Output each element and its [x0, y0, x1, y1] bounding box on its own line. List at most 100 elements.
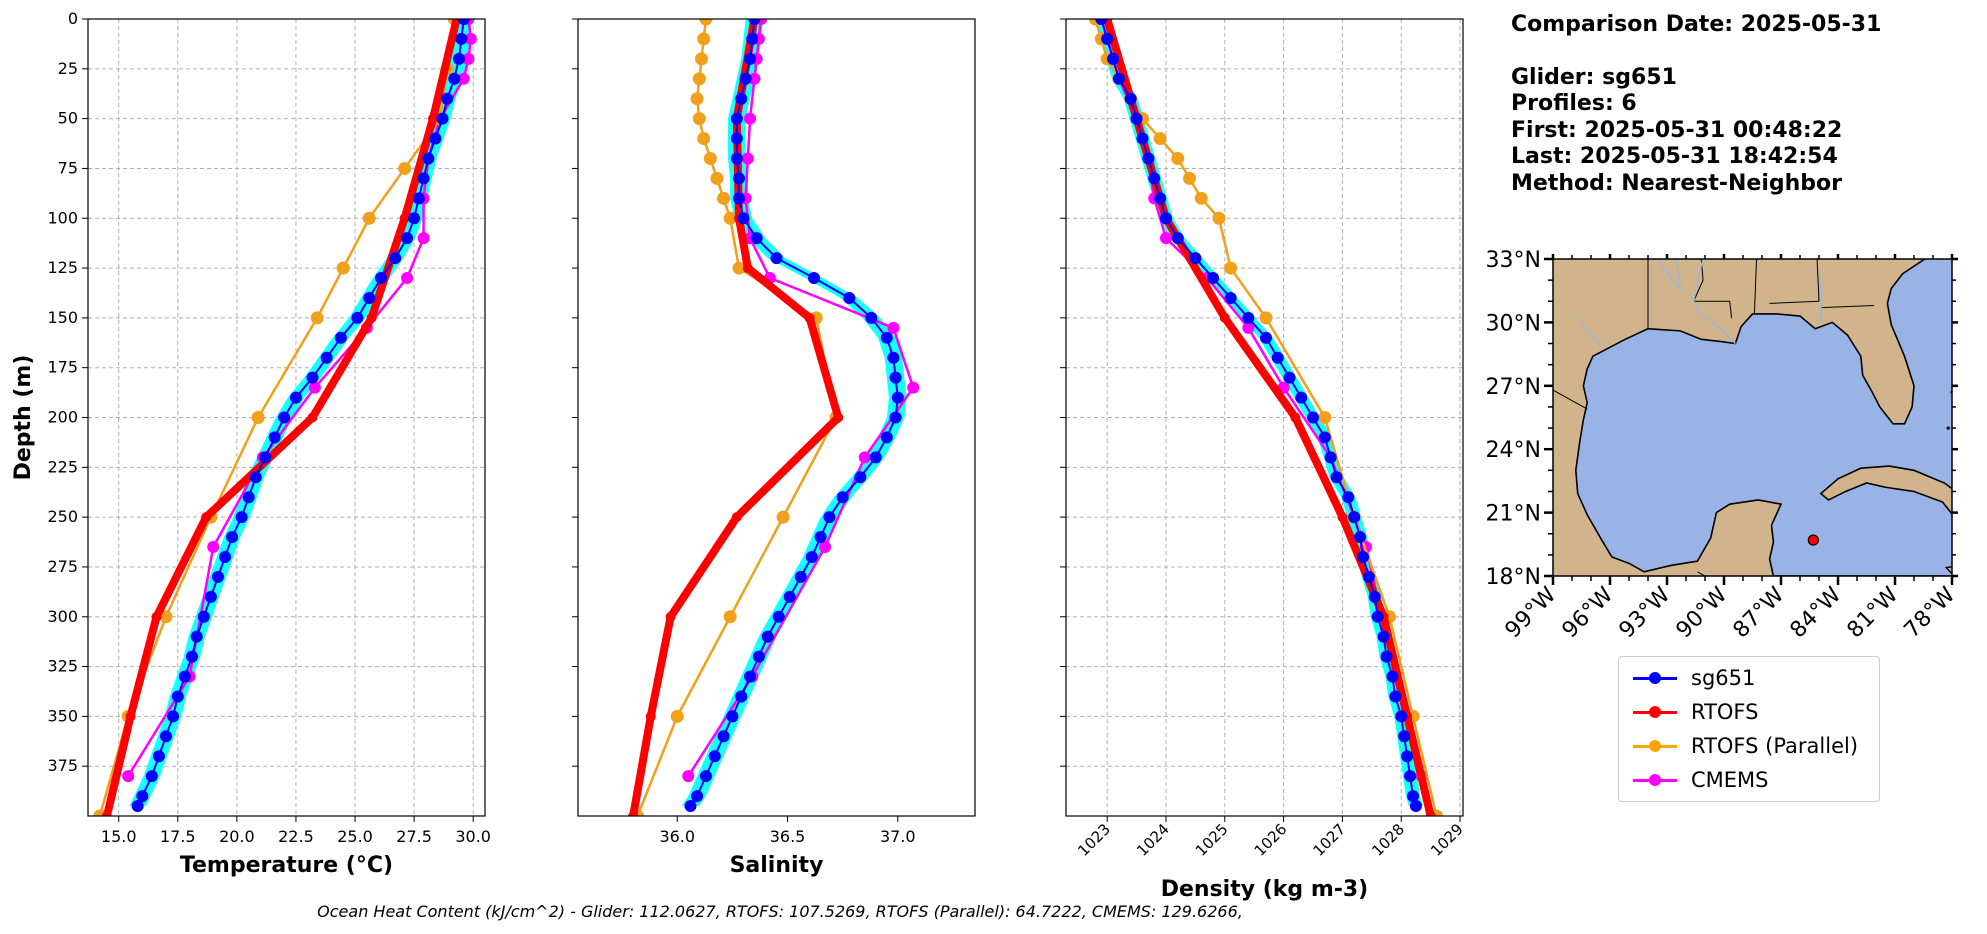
data-point	[1194, 191, 1208, 205]
legend-item-rtofs-parallel: RTOFS (Parallel)	[1629, 729, 1858, 763]
chart-panel-2: 36.0 36.5 37.0 Salinity	[572, 18, 976, 878]
data-point	[307, 412, 318, 423]
data-point	[1362, 570, 1375, 583]
river-line	[1818, 269, 1822, 323]
data-point	[453, 52, 466, 65]
series-cmems	[682, 19, 920, 783]
gulf-of-mexico-water	[1574, 259, 1952, 576]
first-profile: First: 2025-05-31 00:48:22	[1511, 117, 1843, 143]
data-point	[417, 172, 430, 185]
border-line	[1753, 259, 1758, 314]
data-point	[336, 261, 350, 275]
data-point	[730, 112, 743, 125]
x-tick-label: 1026	[1251, 820, 1291, 860]
data-point	[735, 690, 748, 703]
data-point	[1395, 710, 1408, 723]
data-point	[429, 132, 442, 145]
data-point	[219, 550, 232, 563]
y-tick-label: 250	[47, 507, 78, 526]
chart-panel-3: 1023 1024 1025 1026 1027 1028 1029 Density (kg …	[1060, 18, 1467, 902]
data-point	[422, 152, 435, 165]
data-point	[703, 151, 717, 165]
info-panel: Comparison Date: 2025-05-31 Glider: sg65…	[1511, 12, 1881, 197]
data-point	[1318, 411, 1332, 424]
data-point	[362, 211, 376, 225]
data-point	[819, 541, 832, 554]
data-point	[1357, 550, 1370, 563]
data-point	[690, 92, 704, 106]
y-tick-label: 50	[58, 109, 78, 128]
x-axis-label: Salinity	[730, 853, 824, 878]
data-point	[122, 770, 135, 783]
glider-profile-spread	[129, 19, 473, 807]
data-point	[375, 272, 388, 285]
plot-area	[93, 19, 477, 816]
data-point	[717, 191, 731, 205]
data-point	[731, 512, 742, 523]
data-point	[389, 252, 402, 265]
data-point	[1330, 471, 1343, 484]
data-point	[259, 451, 272, 464]
data-point	[1342, 491, 1355, 504]
lon-tick-label: 78°W	[1900, 582, 1961, 643]
bahamas-island	[1979, 435, 1982, 438]
data-point	[733, 172, 746, 185]
data-point	[891, 391, 904, 404]
data-point	[807, 272, 820, 285]
data-point	[1142, 152, 1155, 165]
data-point	[441, 92, 454, 105]
x-axis-label: Temperature (°C)	[180, 853, 393, 878]
data-point	[1259, 311, 1273, 325]
data-point	[226, 531, 239, 544]
data-point	[1398, 730, 1411, 743]
data-point	[1159, 232, 1172, 245]
data-point	[428, 113, 439, 124]
glider-profile-spread	[681, 19, 907, 807]
x-tick-label: 22.5	[278, 827, 314, 846]
data-point	[665, 611, 676, 622]
legend-item-rtofs: RTOFS	[1629, 695, 1758, 729]
data-point	[249, 471, 262, 484]
data-point	[1377, 630, 1390, 643]
data-point	[708, 750, 721, 763]
data-point	[101, 811, 112, 816]
data-point	[1348, 511, 1361, 524]
data-point	[306, 371, 319, 384]
data-point	[744, 670, 757, 683]
data-point	[204, 590, 217, 603]
data-point	[412, 192, 425, 205]
y-tick-label: 175	[47, 358, 78, 377]
data-point	[1207, 272, 1220, 285]
data-point	[1154, 192, 1167, 205]
data-point	[136, 790, 149, 803]
data-point	[1171, 232, 1184, 245]
data-point	[854, 471, 867, 484]
data-point	[464, 32, 477, 45]
series-line	[98, 19, 456, 816]
data-point	[1242, 321, 1255, 334]
x-tick-label: 30.0	[455, 827, 491, 846]
series-rtofs	[101, 19, 462, 816]
data-point	[131, 800, 144, 813]
data-point	[1307, 411, 1320, 424]
data-point	[865, 311, 878, 324]
data-point	[152, 750, 165, 763]
legend-label: CMEMS	[1691, 768, 1769, 792]
data-point	[401, 272, 414, 285]
data-point	[794, 570, 807, 583]
lat-tick-label: 21°N	[1486, 502, 1541, 527]
data-point	[207, 541, 220, 554]
data-point	[366, 312, 377, 323]
lon-tick-label: 81°W	[1843, 582, 1904, 643]
data-point	[351, 311, 364, 324]
data-point	[1183, 171, 1197, 185]
lon-tick-label: 99°W	[1501, 582, 1562, 643]
legend-swatch	[1629, 736, 1681, 756]
border-line	[1693, 300, 1733, 319]
legend: sg651 RTOFS RTOFS (Parallel) CMEMS	[1618, 656, 1880, 802]
lon-tick-label: 96°W	[1558, 582, 1619, 643]
data-point	[1136, 132, 1149, 145]
data-point	[235, 511, 248, 524]
lon-tick-label: 90°W	[1672, 582, 1733, 643]
